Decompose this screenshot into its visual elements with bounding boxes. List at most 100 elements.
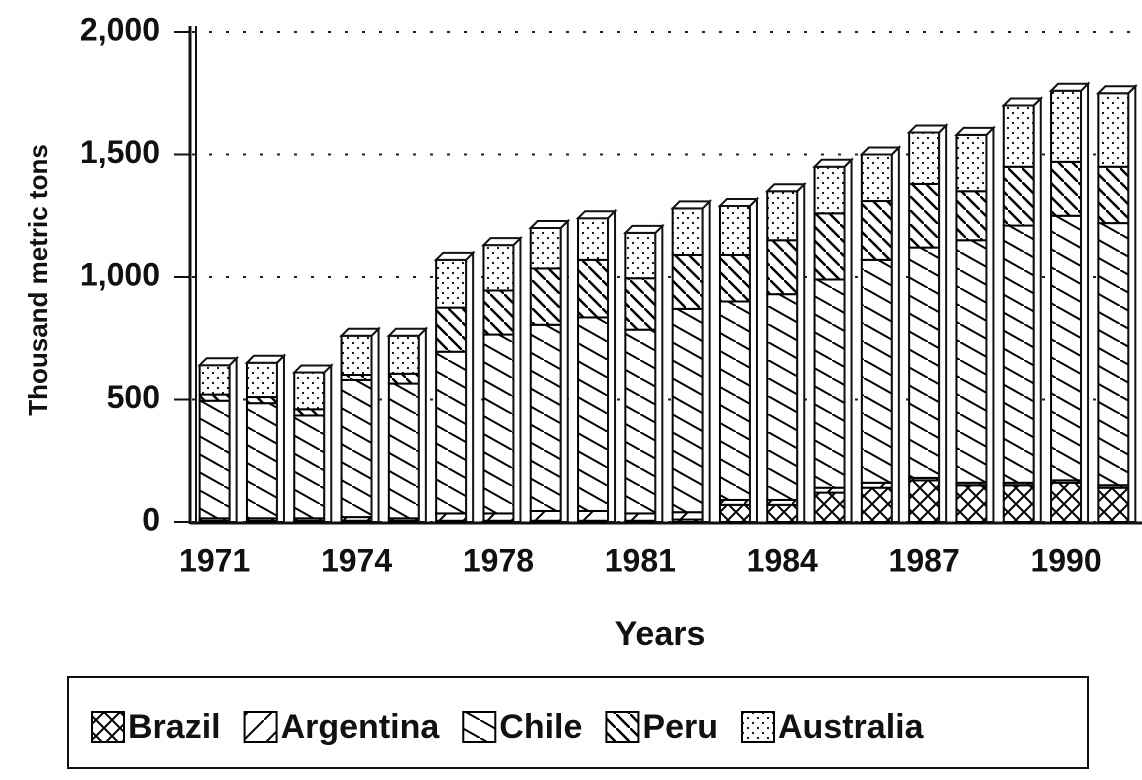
y-axis-label: Thousand metric tons: [23, 144, 53, 416]
bar-segment: [813, 165, 846, 215]
bar-segment: [435, 512, 468, 522]
bar-segment: [529, 323, 562, 512]
bar-segment: [577, 509, 610, 522]
bar-segment: [1002, 224, 1035, 484]
bar-side: [701, 198, 711, 523]
bar-segment: [908, 479, 941, 524]
bar-segment: [671, 253, 704, 310]
bar-segment: [529, 267, 562, 326]
y-tick-label: 0: [142, 501, 160, 537]
bar-side: [654, 223, 664, 523]
bar-top: [1048, 82, 1091, 92]
bar-segment: [1002, 104, 1035, 168]
y-tick-label: 1,500: [80, 134, 160, 170]
bar-top: [954, 126, 996, 136]
bar-segment: [387, 372, 420, 385]
bar-segment: [529, 509, 562, 522]
bar-segment: [718, 503, 751, 524]
bar-segment: [624, 277, 657, 331]
bar-top: [670, 200, 713, 210]
bar-segment: [813, 212, 846, 281]
bar-segment: [1050, 160, 1083, 217]
bar-top: [291, 364, 334, 374]
bar-segment: [1097, 486, 1130, 524]
bar-side: [465, 250, 475, 523]
bar-segment: [1050, 89, 1083, 163]
bar-segment: [860, 200, 893, 261]
bar-side: [275, 353, 285, 523]
bar-segment: [813, 278, 846, 489]
bar-top: [622, 224, 665, 234]
bar-top: [197, 357, 240, 367]
bar-segment: [340, 378, 373, 519]
bar-side: [512, 235, 522, 523]
bar-top: [859, 146, 902, 156]
legend-swatch: [243, 711, 278, 743]
bar-segment: [766, 503, 799, 524]
bar-segment: [671, 207, 704, 256]
bar-segment: [198, 364, 231, 396]
bar-top: [575, 210, 618, 220]
bar-segment: [955, 239, 988, 484]
legend-label: Argentina: [281, 708, 441, 746]
x-tick-label: 1978: [463, 542, 534, 578]
bar-segment: [482, 289, 515, 336]
x-tick-label: 1987: [889, 542, 960, 578]
bar-segment: [955, 133, 988, 193]
x-axis-label: Years: [615, 615, 706, 653]
bar-segment: [624, 328, 657, 515]
bar-segment: [577, 316, 610, 512]
x-tick-label: 1974: [321, 542, 392, 578]
bar-side: [1080, 81, 1090, 523]
bar-segment: [1002, 165, 1035, 227]
bar-segment: [624, 512, 657, 522]
bar-side: [796, 181, 806, 523]
bar-side: [890, 145, 900, 523]
bar-segment: [1097, 165, 1130, 225]
bar-segment: [435, 258, 468, 309]
legend-swatch: [605, 711, 640, 743]
bar-segment: [718, 300, 751, 501]
bar-segment: [1050, 481, 1083, 523]
bar-segment: [718, 204, 751, 256]
bar-segment: [671, 511, 704, 521]
bar-side: [938, 123, 948, 523]
bar-side: [323, 363, 333, 523]
y-tick-label: 2,000: [80, 11, 160, 47]
bar-top: [717, 197, 760, 207]
bar-segment: [718, 253, 751, 303]
legend-swatch: [741, 711, 775, 743]
bar-side: [985, 125, 995, 523]
bar-side: [417, 326, 427, 523]
bar-segment: [340, 334, 373, 376]
bar-segment: [482, 333, 515, 515]
bar-side: [1127, 83, 1137, 523]
x-tick-label: 1981: [605, 542, 676, 578]
bar-side: [748, 196, 758, 523]
bar-top: [244, 354, 287, 364]
bar-top: [1095, 85, 1138, 95]
bar-segment: [1002, 484, 1035, 523]
bar-top: [906, 124, 949, 134]
bar-top: [339, 327, 381, 337]
bar-segment: [813, 491, 846, 524]
x-tick-label: 1971: [179, 542, 250, 578]
bar-segment: [766, 293, 799, 501]
bar-segment: [245, 361, 278, 399]
bar-top: [528, 220, 571, 229]
bar-segment: [482, 512, 515, 522]
bar-side: [843, 157, 853, 523]
bar-segment: [387, 382, 420, 520]
legend-label: Chile: [499, 708, 582, 746]
bar-top: [1001, 97, 1044, 107]
bar-side: [607, 208, 617, 523]
bar-segment: [955, 190, 988, 242]
bar-top: [386, 327, 429, 337]
legend-label: Peru: [642, 708, 718, 746]
bar-segment: [387, 334, 420, 375]
bar-segment: [577, 217, 610, 261]
bar-segment: [908, 246, 941, 479]
bar-segment: [766, 190, 799, 242]
bar-segment: [293, 414, 326, 520]
